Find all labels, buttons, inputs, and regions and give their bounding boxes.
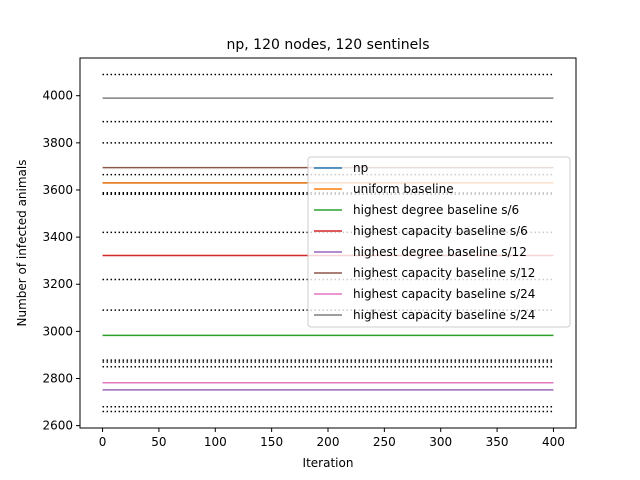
legend: np uniform baseline highest degree baselin… bbox=[307, 156, 571, 328]
legend-label-6: highest capacity baseline s/24 bbox=[353, 287, 535, 301]
legend-label-7: highest capacity baseline s/24 bbox=[353, 308, 535, 322]
legend-label-0: np bbox=[353, 161, 368, 175]
y-tick-label-4: 3400 bbox=[42, 230, 73, 244]
x-axis-label: Iteration bbox=[303, 456, 354, 470]
legend-label-1: uniform baseline bbox=[353, 182, 454, 196]
y-tick-label-7: 4000 bbox=[42, 89, 73, 103]
y-tick-label-5: 3600 bbox=[42, 183, 73, 197]
x-tick-label-5: 250 bbox=[373, 435, 396, 449]
legend-label-5: highest capacity baseline s/12 bbox=[353, 266, 535, 280]
x-tick-label-4: 200 bbox=[317, 435, 340, 449]
y-tick-label-0: 2600 bbox=[42, 419, 73, 433]
y-axis-ticks: 2600 2800 3000 3200 3400 3600 3800 4000 bbox=[42, 89, 80, 433]
x-tick-label-3: 150 bbox=[260, 435, 283, 449]
y-tick-label-6: 3800 bbox=[42, 136, 73, 150]
legend-box bbox=[307, 156, 571, 328]
x-tick-label-1: 50 bbox=[151, 435, 166, 449]
x-tick-label-0: 0 bbox=[99, 435, 107, 449]
y-tick-label-2: 3000 bbox=[42, 324, 73, 338]
y-axis-label: Number of infected animals bbox=[15, 160, 29, 327]
legend-label-4: highest degree baseline s/12 bbox=[353, 245, 527, 259]
x-axis-ticks: 0 50 100 150 200 250 300 350 400 bbox=[99, 428, 565, 449]
x-tick-label-7: 350 bbox=[486, 435, 509, 449]
x-tick-label-6: 300 bbox=[429, 435, 452, 449]
y-tick-label-3: 3200 bbox=[42, 277, 73, 291]
y-tick-label-1: 2800 bbox=[42, 372, 73, 386]
legend-label-3: highest capacity baseline s/6 bbox=[353, 224, 528, 238]
legend-label-2: highest degree baseline s/6 bbox=[353, 203, 519, 217]
chart-title: np, 120 nodes, 120 sentinels bbox=[227, 37, 430, 53]
x-tick-label-8: 400 bbox=[542, 435, 565, 449]
x-tick-label-2: 100 bbox=[204, 435, 227, 449]
